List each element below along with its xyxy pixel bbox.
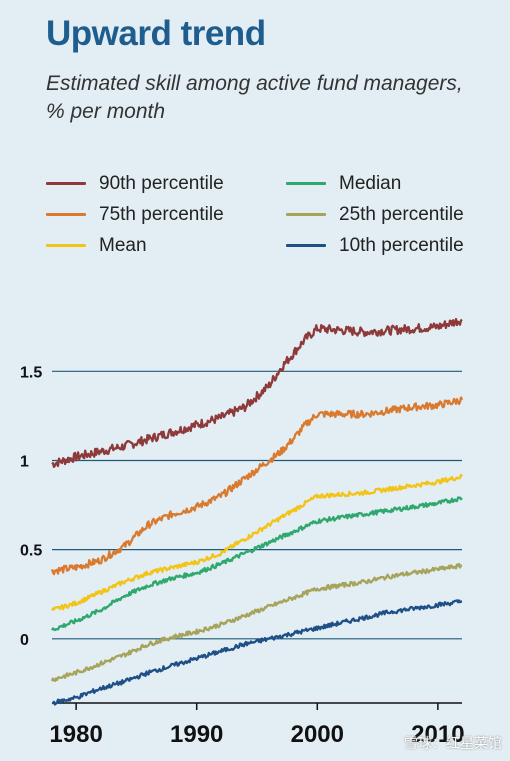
legend: 90th percentile Median 75th percentile 2… bbox=[46, 170, 486, 259]
legend-label-median: Median bbox=[339, 172, 402, 194]
x-tick-label: 2010 bbox=[411, 721, 464, 748]
legend-label-10th: 10th percentile bbox=[339, 234, 464, 256]
legend-label-mean: Mean bbox=[99, 234, 147, 256]
legend-swatch-25th bbox=[286, 213, 326, 216]
series-line-25th-percentile bbox=[50, 562, 463, 683]
legend-swatch-90th bbox=[46, 182, 86, 185]
legend-swatch-median bbox=[286, 182, 326, 185]
legend-item-25th: 25th percentile bbox=[286, 201, 486, 228]
x-tick-label: 1990 bbox=[170, 721, 223, 748]
y-tick-label: 0 bbox=[20, 632, 29, 649]
series-line-median bbox=[51, 496, 463, 632]
series-line-10th-percentile bbox=[51, 599, 463, 706]
series-line-mean bbox=[50, 473, 463, 611]
legend-label-90th: 90th percentile bbox=[99, 172, 224, 194]
chart-title: Upward trend bbox=[46, 14, 266, 53]
x-tick-label: 2000 bbox=[291, 721, 344, 748]
legend-label-25th: 25th percentile bbox=[339, 203, 464, 225]
chart-subtitle: Estimated skill among active fund manage… bbox=[46, 72, 463, 123]
legend-swatch-10th bbox=[286, 244, 326, 247]
x-tick-label: 1980 bbox=[49, 721, 102, 748]
series-line-75th-percentile bbox=[50, 396, 464, 576]
legend-item-90th: 90th percentile bbox=[46, 170, 286, 197]
legend-item-mean: Mean bbox=[46, 232, 286, 259]
legend-label-75th: 75th percentile bbox=[99, 203, 224, 225]
y-tick-label: 1.5 bbox=[20, 364, 42, 381]
series-line-90th-percentile bbox=[51, 317, 463, 469]
legend-swatch-mean bbox=[46, 244, 86, 247]
legend-item-75th: 75th percentile bbox=[46, 201, 286, 228]
legend-swatch-75th bbox=[46, 213, 86, 216]
watermark: 雪球：红星菜馆 bbox=[404, 735, 502, 751]
legend-item-10th: 10th percentile bbox=[286, 232, 486, 259]
y-tick-label: 1 bbox=[20, 453, 29, 470]
legend-item-median: Median bbox=[286, 170, 486, 197]
y-tick-label: 0.5 bbox=[20, 543, 42, 560]
